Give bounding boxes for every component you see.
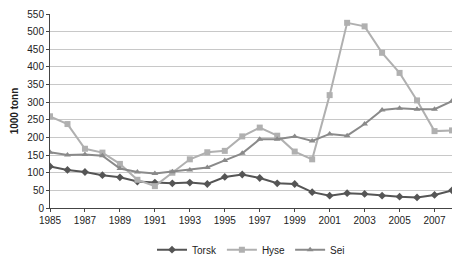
svg-text:1997: 1997 xyxy=(249,215,272,226)
svg-text:Hyse: Hyse xyxy=(262,245,285,256)
svg-text:550: 550 xyxy=(27,9,44,20)
svg-text:Torsk: Torsk xyxy=(192,245,217,256)
svg-text:50: 50 xyxy=(33,185,45,196)
svg-text:2005: 2005 xyxy=(388,215,411,226)
svg-text:0: 0 xyxy=(38,203,44,214)
svg-text:1995: 1995 xyxy=(214,215,237,226)
svg-text:1991: 1991 xyxy=(144,215,167,226)
svg-text:300: 300 xyxy=(27,97,44,108)
svg-text:1989: 1989 xyxy=(109,215,132,226)
svg-text:450: 450 xyxy=(27,44,44,55)
svg-text:2003: 2003 xyxy=(353,215,376,226)
svg-text:2001: 2001 xyxy=(319,215,342,226)
svg-text:1000 tonn: 1000 tonn xyxy=(9,88,20,135)
svg-text:1987: 1987 xyxy=(74,215,97,226)
svg-text:150: 150 xyxy=(27,150,44,161)
svg-text:1993: 1993 xyxy=(179,215,202,226)
svg-text:Sei: Sei xyxy=(330,245,344,256)
svg-text:250: 250 xyxy=(27,114,44,125)
svg-text:1999: 1999 xyxy=(284,215,307,226)
svg-text:100: 100 xyxy=(27,167,44,178)
svg-text:1985: 1985 xyxy=(39,215,62,226)
svg-text:400: 400 xyxy=(27,61,44,72)
svg-text:350: 350 xyxy=(27,79,44,90)
svg-text:500: 500 xyxy=(27,26,44,37)
svg-text:2007: 2007 xyxy=(423,215,446,226)
svg-text:200: 200 xyxy=(27,132,44,143)
